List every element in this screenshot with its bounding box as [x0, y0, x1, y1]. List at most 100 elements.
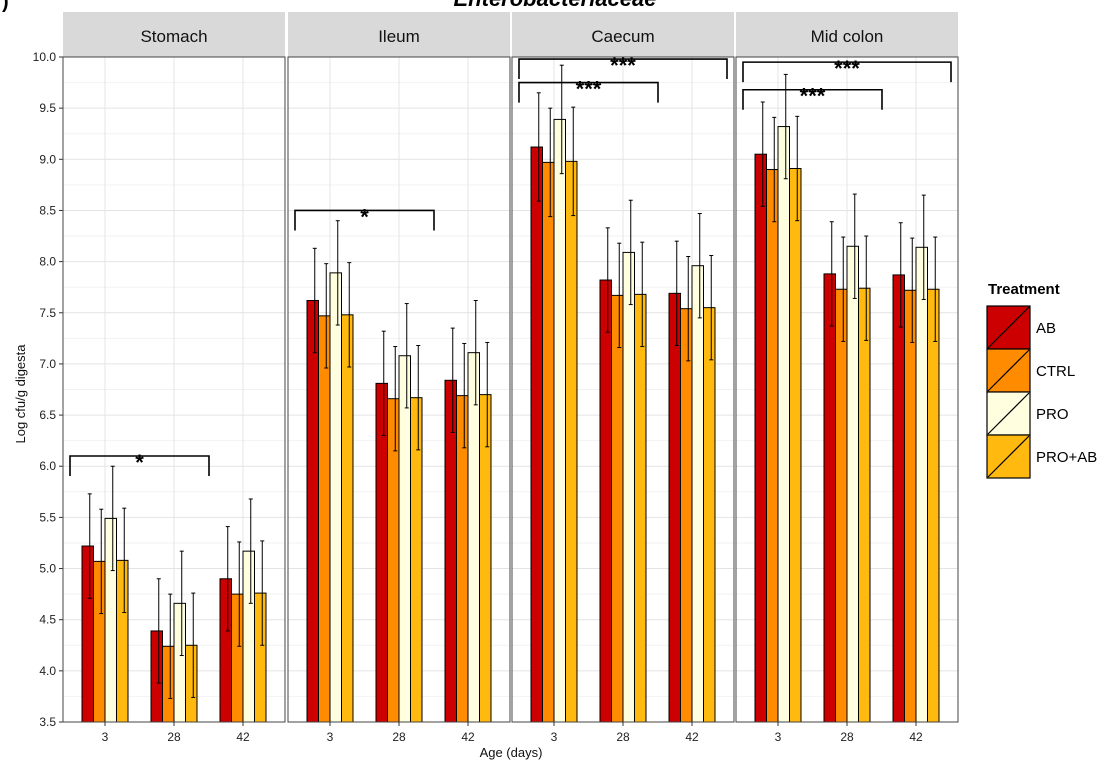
bar — [341, 314, 354, 723]
legend-label: PRO — [1036, 406, 1069, 423]
x-tick-label: 3 — [775, 730, 782, 744]
bar — [306, 299, 319, 723]
bar — [185, 644, 198, 723]
legend-title: Treatment — [988, 281, 1060, 298]
x-tick-label: 42 — [236, 730, 250, 744]
x-tick-label: 28 — [840, 730, 854, 744]
bar — [150, 630, 163, 723]
legend-key-diagonal — [987, 392, 1030, 435]
bar — [398, 355, 411, 723]
bar — [565, 160, 578, 723]
bar — [622, 251, 635, 723]
bar — [754, 153, 767, 723]
facet-panel: Mid colon *** *** 3 28 42 — [735, 12, 959, 744]
bar — [835, 288, 848, 723]
bar — [904, 289, 917, 723]
y-tick-label: 6.0 — [39, 459, 56, 473]
bar — [173, 602, 186, 723]
facet-strip — [736, 12, 958, 57]
x-tick-label: 3 — [327, 730, 334, 744]
bar — [766, 169, 779, 723]
y-tick-label: 9.0 — [39, 152, 56, 166]
facet-panel: Caecum******3 28 42 — [511, 12, 735, 744]
bar — [456, 395, 469, 723]
legend-key-diagonal — [987, 306, 1030, 349]
significance-bracket — [69, 455, 210, 476]
bar — [479, 394, 492, 723]
bar — [375, 382, 388, 723]
bar — [789, 168, 802, 723]
y-tick-label: 8.5 — [39, 203, 56, 217]
bar — [691, 265, 704, 723]
legend-label: CTRL — [1036, 363, 1075, 380]
bar — [387, 398, 400, 723]
bar — [553, 118, 566, 723]
y-axis-title: Log cfu/g digesta — [13, 344, 28, 444]
legend-key-diagonal — [987, 435, 1030, 478]
y-tick-label: 8.0 — [39, 255, 56, 269]
bar — [680, 308, 693, 723]
bar — [81, 545, 94, 723]
facet-strip-label: Stomach — [140, 27, 207, 46]
bar — [444, 379, 457, 723]
y-tick-label: 5.0 — [39, 562, 56, 576]
bar — [703, 307, 716, 723]
significance-label: * — [135, 450, 144, 475]
panel-letter: ) — [2, 0, 9, 13]
bar — [634, 293, 647, 723]
significance-label: *** — [800, 84, 826, 109]
y-tick-label: 4.5 — [39, 613, 56, 627]
legend-key-diagonal — [987, 349, 1030, 392]
significance-label: *** — [834, 56, 860, 81]
facet-strip — [512, 12, 734, 57]
bar — [162, 645, 175, 723]
facet-panel: Ileum * 3 28 42 — [287, 12, 511, 744]
x-tick-label: 28 — [167, 730, 181, 744]
bar — [530, 146, 543, 723]
bar — [611, 294, 624, 723]
x-axis-title: Age (days) — [480, 745, 543, 760]
bar — [927, 288, 940, 723]
legend-label: PRO+AB — [1036, 449, 1097, 466]
y-tick-label: 4.0 — [39, 664, 56, 678]
facet-strip-label: Ileum — [378, 27, 420, 46]
x-tick-label: 28 — [616, 730, 630, 744]
significance-bracket — [518, 58, 728, 80]
facet-panel: Stomach * 3 28 42 — [62, 12, 286, 744]
bar — [318, 315, 331, 723]
facet-strip — [63, 12, 285, 57]
y-tick-label: 9.5 — [39, 101, 56, 115]
significance-bracket — [294, 209, 435, 231]
bar — [668, 292, 681, 723]
plot-area: 3.5 4.0 4.5 5.0 5.5 6.0 6.5 7.0 7.5 8.0 8.5 9.0 9.5 1… — [33, 12, 959, 744]
significance-label: * — [360, 204, 369, 229]
y-tick-label: 7.5 — [39, 306, 56, 320]
x-tick-label: 3 — [102, 730, 109, 744]
bar — [858, 287, 871, 723]
y-tick-label: 3.5 — [39, 715, 56, 729]
bar — [915, 246, 928, 723]
bar — [231, 593, 244, 723]
y-tick-label: 5.5 — [39, 510, 56, 524]
chart-title: Enterobacteriaceae — [454, 0, 657, 11]
bar — [219, 578, 232, 723]
bar — [846, 245, 859, 723]
significance-label: *** — [576, 77, 602, 102]
legend-label: AB — [1036, 320, 1056, 337]
bar — [823, 273, 836, 723]
bar — [254, 592, 267, 723]
x-tick-label: 42 — [685, 730, 699, 744]
y-tick-label: 10.0 — [33, 50, 57, 64]
facet-strip — [288, 12, 510, 57]
significance-bracket — [742, 61, 952, 83]
bar — [329, 272, 342, 723]
y-tick-label: 7.0 — [39, 357, 56, 371]
facet-strip-label: Caecum — [591, 27, 654, 46]
bar — [116, 559, 129, 723]
x-tick-label: 42 — [461, 730, 475, 744]
bar — [777, 126, 790, 723]
significance-bracket — [518, 81, 659, 103]
x-tick-label: 3 — [551, 730, 558, 744]
bar — [104, 517, 117, 723]
